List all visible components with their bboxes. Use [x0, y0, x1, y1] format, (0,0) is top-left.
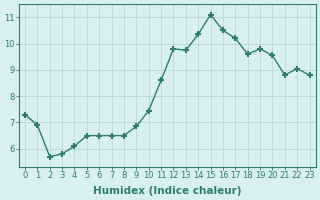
X-axis label: Humidex (Indice chaleur): Humidex (Indice chaleur): [93, 186, 242, 196]
